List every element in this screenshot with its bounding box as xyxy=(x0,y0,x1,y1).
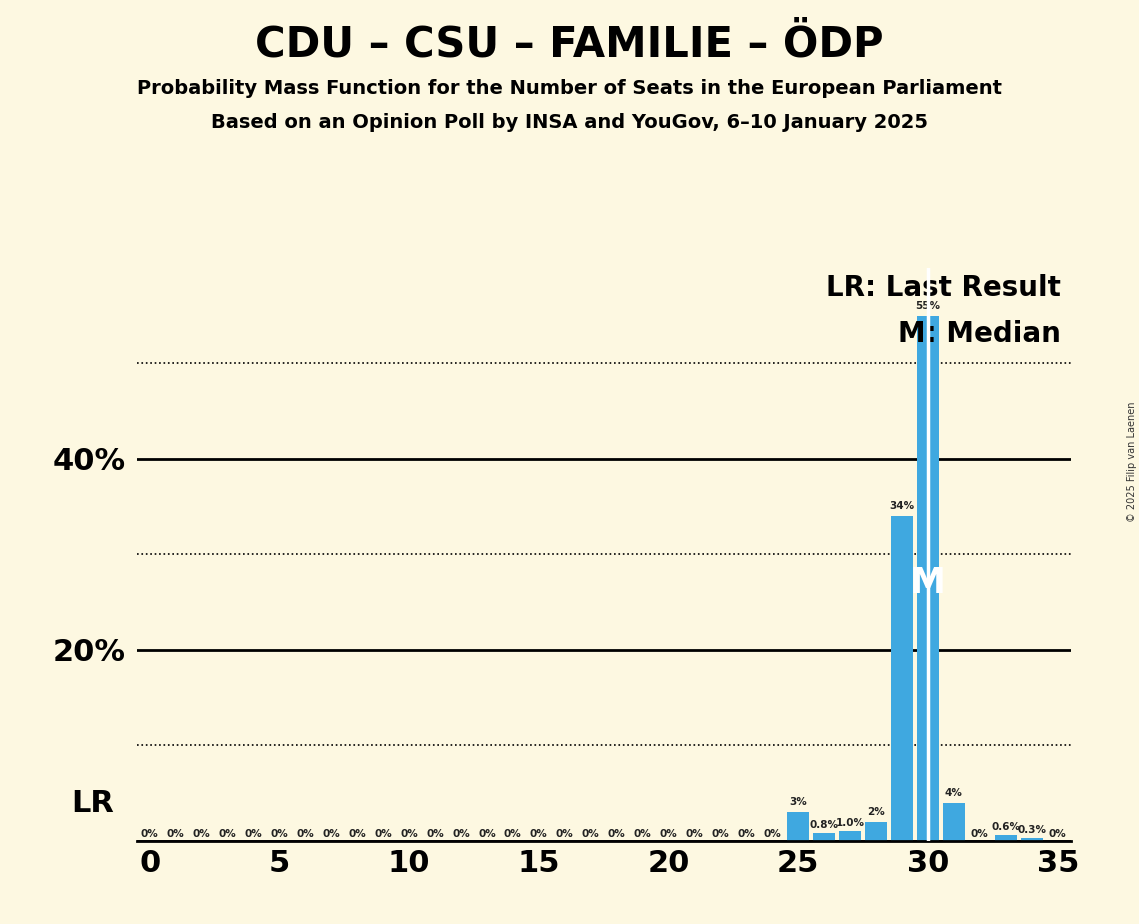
Text: M: Median: M: Median xyxy=(899,320,1062,347)
Text: 0%: 0% xyxy=(219,830,237,839)
Text: 2%: 2% xyxy=(867,807,885,817)
Text: 34%: 34% xyxy=(890,502,915,512)
Text: 0%: 0% xyxy=(737,830,755,839)
Text: 0%: 0% xyxy=(296,830,314,839)
Text: 0%: 0% xyxy=(633,830,652,839)
Bar xyxy=(1021,838,1043,841)
Text: 0%: 0% xyxy=(452,830,470,839)
Text: 0%: 0% xyxy=(400,830,418,839)
Text: 0%: 0% xyxy=(686,830,704,839)
Bar xyxy=(787,812,810,841)
Text: 0%: 0% xyxy=(763,830,781,839)
Text: 0%: 0% xyxy=(349,830,366,839)
Text: LR: LR xyxy=(72,789,114,818)
Bar xyxy=(865,821,887,841)
Text: 0%: 0% xyxy=(141,830,158,839)
Bar xyxy=(994,835,1017,841)
Text: M: M xyxy=(910,566,947,600)
Text: 4%: 4% xyxy=(945,788,962,797)
Text: 1.0%: 1.0% xyxy=(836,819,865,829)
Text: 3%: 3% xyxy=(789,797,808,808)
Text: Based on an Opinion Poll by INSA and YouGov, 6–10 January 2025: Based on an Opinion Poll by INSA and You… xyxy=(211,113,928,132)
Text: 0%: 0% xyxy=(426,830,444,839)
Bar xyxy=(891,517,913,841)
Text: 0%: 0% xyxy=(582,830,599,839)
Text: 0%: 0% xyxy=(712,830,729,839)
Text: © 2025 Filip van Laenen: © 2025 Filip van Laenen xyxy=(1126,402,1137,522)
Bar xyxy=(839,832,861,841)
Text: 0%: 0% xyxy=(245,830,262,839)
Text: 0%: 0% xyxy=(503,830,522,839)
Text: LR: Last Result: LR: Last Result xyxy=(827,274,1062,302)
Text: 0%: 0% xyxy=(270,830,288,839)
Text: 0%: 0% xyxy=(478,830,495,839)
Text: 0%: 0% xyxy=(322,830,341,839)
Text: 0%: 0% xyxy=(530,830,548,839)
Text: 0%: 0% xyxy=(608,830,625,839)
Text: 0.6%: 0.6% xyxy=(991,822,1021,833)
Text: 0%: 0% xyxy=(970,830,989,839)
Text: 0.3%: 0.3% xyxy=(1017,825,1047,835)
Text: 0%: 0% xyxy=(192,830,211,839)
Text: 0%: 0% xyxy=(659,830,678,839)
Text: 0%: 0% xyxy=(556,830,574,839)
Text: 0%: 0% xyxy=(1049,830,1066,839)
Text: 0%: 0% xyxy=(166,830,185,839)
Bar xyxy=(813,833,835,841)
Text: Probability Mass Function for the Number of Seats in the European Parliament: Probability Mass Function for the Number… xyxy=(137,79,1002,98)
Text: 0%: 0% xyxy=(375,830,392,839)
Bar xyxy=(943,803,965,841)
Text: 0.8%: 0.8% xyxy=(810,821,838,831)
Bar xyxy=(917,316,939,841)
Text: 55%: 55% xyxy=(916,301,941,310)
Text: CDU – CSU – FAMILIE – ÖDP: CDU – CSU – FAMILIE – ÖDP xyxy=(255,23,884,65)
